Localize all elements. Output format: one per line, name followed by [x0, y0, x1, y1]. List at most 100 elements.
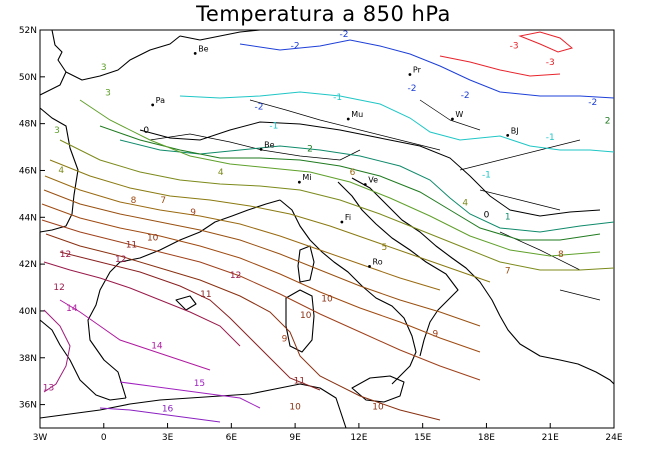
- coastline-channel: [65, 35, 181, 81]
- city-label: Pa: [156, 96, 165, 105]
- isoline-value-label: 2: [605, 117, 611, 127]
- isoline-value-label: 5: [382, 243, 388, 253]
- isoline-value-label: 8: [558, 250, 564, 260]
- isoline-value-label: 3: [54, 126, 60, 136]
- city-label: BJ: [511, 126, 519, 135]
- border-lines: [149, 99, 601, 301]
- isoline-value-label: -2: [461, 91, 470, 101]
- city-dot: [363, 183, 367, 186]
- isoline-value-label: 12: [53, 283, 64, 293]
- isoline-value-label: -3: [546, 58, 555, 68]
- isoline-value-label: -1: [333, 93, 342, 103]
- isoline-0: [139, 121, 601, 217]
- city-label: Be: [198, 44, 208, 53]
- coastline-sicily: [351, 375, 405, 403]
- city-dot: [193, 52, 197, 55]
- isoline-value-label: -1: [546, 133, 555, 143]
- city-dot: [346, 117, 350, 121]
- isoline-value-label: 13: [43, 384, 54, 394]
- plot-frame: [39, 29, 615, 429]
- city-label: Ro: [373, 257, 383, 266]
- isoline-value-label: 4: [462, 199, 468, 209]
- city-dot: [506, 133, 510, 137]
- city-label: Pr: [413, 65, 422, 74]
- lat-tick-label: 50N: [19, 73, 37, 83]
- isoline-value-label: 11: [200, 290, 211, 300]
- map-title: Temperatura a 850 hPa: [196, 2, 451, 26]
- coastline-north-sea: [179, 29, 261, 41]
- isoline-6: [44, 175, 441, 291]
- coastline-gulf-of-lion: [199, 199, 281, 233]
- coastline-spain-med: [87, 231, 201, 399]
- coastline-adriatic-east: [351, 177, 501, 317]
- coastline-greece: [499, 315, 615, 385]
- lat-tick-label: 52N: [19, 26, 37, 36]
- isoline-value-label: -3: [510, 42, 519, 52]
- isoline-value-label: -1: [482, 170, 491, 180]
- city-label: Be: [264, 140, 274, 149]
- lat-tick-label: 36N: [19, 401, 37, 411]
- isoline-value-label: 14: [66, 304, 78, 314]
- isoline-value-label: -2: [408, 84, 417, 94]
- isoline-16: [99, 407, 221, 423]
- isoline-value-label: 4: [218, 168, 224, 178]
- isoline-value-label: 7: [160, 196, 166, 206]
- isoline-10: [45, 233, 441, 421]
- isoline-15: [119, 381, 261, 409]
- isoline-value-label: -2: [291, 42, 300, 52]
- isoline-value-label: 2: [307, 145, 313, 155]
- coastline-italy-east: [337, 181, 459, 357]
- isoline-1: [119, 139, 615, 233]
- isoline-value-label: 10: [321, 295, 333, 305]
- isoline-value-label: -1: [269, 121, 278, 131]
- isoline-14: [59, 299, 211, 371]
- isoline-value-label: 11: [294, 377, 305, 387]
- coastline-sardinia: [285, 289, 315, 353]
- city-label: Ve: [368, 176, 378, 185]
- lat-tick-label: 44N: [19, 213, 37, 223]
- isoline-value-label: 10: [147, 234, 159, 244]
- isoline-value-label: 7: [505, 266, 511, 276]
- isoline-value-label: 9: [433, 330, 439, 340]
- isoline-7: [43, 189, 481, 327]
- isoline--3: [439, 31, 574, 77]
- lon-tick-label: 0: [101, 433, 107, 443]
- city-label: Fi: [345, 213, 351, 222]
- city-dot: [408, 73, 412, 76]
- lat-tick-label: 46N: [19, 166, 37, 176]
- isoline-value-label: 0: [143, 126, 149, 136]
- isoline-value-label: -2: [588, 98, 597, 108]
- lon-tick-label: 21E: [542, 433, 559, 443]
- isoline-9: [41, 219, 481, 381]
- lat-tick-label: 48N: [19, 120, 37, 130]
- isoline-5: [49, 159, 491, 283]
- isoline-4: [59, 139, 615, 271]
- coastline-atlantic-france: [39, 29, 79, 233]
- isoline-value-label: -2: [340, 30, 349, 40]
- city-markers: Be Pr Pa Mu W BJ Be Mi Ve Fi Ro: [151, 44, 519, 268]
- lon-tick-label: 12E: [350, 433, 367, 443]
- isoline-12: [43, 261, 241, 347]
- lat-tick-label: 38N: [19, 354, 37, 364]
- isoline-value-label: 9: [282, 334, 288, 344]
- isoline-value-label: 12: [60, 250, 71, 260]
- city-dot: [451, 117, 454, 121]
- isoline-value-label: 10: [372, 402, 384, 412]
- isoline-value-label: 11: [126, 241, 137, 251]
- isoline-value-label: 9: [190, 208, 196, 218]
- lon-tick-label: 18E: [478, 433, 495, 443]
- isoline-8: [41, 203, 481, 353]
- isoline--1: [179, 91, 615, 153]
- coastline-iberia: [39, 232, 127, 401]
- city-label: Mu: [351, 110, 363, 119]
- city-dot: [297, 180, 301, 184]
- lon-tick-label: 24E: [605, 433, 622, 443]
- isoline-value-label: 12: [115, 255, 126, 265]
- isoline-13: [43, 309, 71, 393]
- coastline-balearic: [175, 295, 197, 311]
- isoline-3: [79, 99, 601, 257]
- lat-tick-label: 42N: [19, 260, 37, 270]
- isoline-value-label: 10: [289, 402, 301, 412]
